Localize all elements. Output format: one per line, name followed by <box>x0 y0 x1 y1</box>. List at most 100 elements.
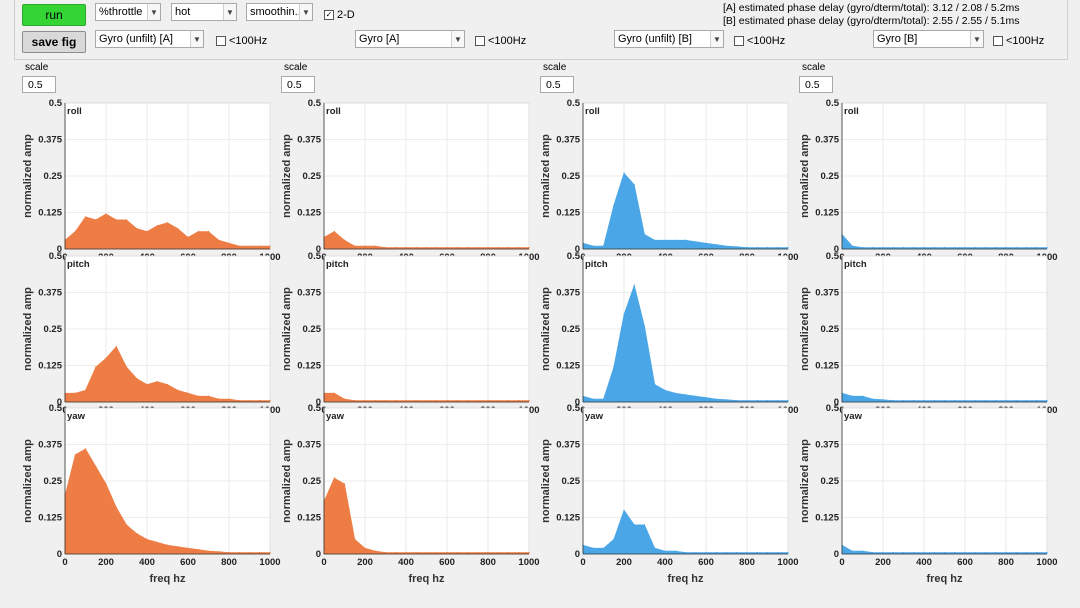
y-tick-label: 0.375 <box>297 440 321 451</box>
y-tick-label: 0 <box>316 397 321 408</box>
data-point <box>664 239 666 241</box>
data-point <box>333 477 335 479</box>
lt100-label-2: <100Hz <box>488 35 527 47</box>
source-select-2[interactable]: Gyro [A] ▼ <box>355 30 465 48</box>
x-tick-label: 400 <box>139 557 155 568</box>
throttle-select[interactable]: %throttle ▼ <box>95 3 161 21</box>
y-tick-label: 0.125 <box>297 208 321 219</box>
source-select-1[interactable]: Gyro (unfilt) [A] ▼ <box>95 30 204 48</box>
data-point <box>787 551 789 554</box>
data-point <box>354 245 356 247</box>
data-point <box>766 551 769 554</box>
data-point <box>602 547 605 549</box>
panel-axis-label: roll <box>326 106 341 117</box>
data-point <box>695 241 697 243</box>
data-point <box>872 246 874 249</box>
x-tick-label: 200 <box>875 557 891 568</box>
data-point <box>269 245 271 247</box>
run-button[interactable]: run <box>22 4 86 26</box>
data-point <box>115 506 117 508</box>
data-point <box>613 204 615 206</box>
y-tick-label: 0.25 <box>821 476 840 487</box>
y-tick-label: 0.125 <box>556 361 580 372</box>
data-point <box>1005 246 1007 249</box>
spectrum-area-roll-3 <box>582 172 789 250</box>
x-axis-label: freq hz <box>408 573 445 585</box>
scale-input-1[interactable]: 0.5 <box>22 76 56 93</box>
y-axis-label: normalized amp <box>281 134 293 218</box>
x-tick-label: 0 <box>62 557 67 568</box>
x-tick-label: 400 <box>916 557 932 568</box>
y-tick-label: 0.5 <box>308 403 322 414</box>
data-point <box>766 399 769 402</box>
data-point <box>974 246 976 249</box>
data-point <box>497 551 499 554</box>
data-point <box>643 524 646 526</box>
data-point <box>487 551 489 554</box>
chevron-down-icon: ▼ <box>190 31 203 47</box>
phase-delay-info: [A] estimated phase delay (gyro/dterm/to… <box>723 2 1019 27</box>
data-point <box>238 245 240 247</box>
data-point <box>872 398 874 400</box>
lt100-label-4: <100Hz <box>1006 35 1045 47</box>
data-point <box>736 551 738 554</box>
data-point <box>197 549 199 551</box>
data-point <box>964 551 966 554</box>
panel-axis-label: pitch <box>585 259 608 270</box>
data-point <box>125 524 128 526</box>
x-tick-label: 600 <box>180 557 196 568</box>
y-tick-label: 0 <box>316 549 321 560</box>
source-select-4[interactable]: Gyro [B] ▼ <box>873 30 984 48</box>
lt100-checkbox-2[interactable]: <100Hz <box>475 35 526 47</box>
data-point <box>507 551 510 554</box>
data-point <box>228 551 230 554</box>
x-axis-label: freq hz <box>667 573 704 585</box>
data-point <box>466 399 469 402</box>
data-point <box>1036 551 1038 554</box>
data-point <box>954 246 956 249</box>
x-axis-label: freq hz <box>926 573 963 585</box>
chevron-down-icon: ▼ <box>147 4 160 20</box>
y-tick-label: 0.5 <box>49 251 63 262</box>
data-point <box>933 399 935 402</box>
twod-checkbox[interactable]: ✓ 2-D <box>324 9 355 21</box>
y-tick-label: 0.25 <box>562 324 581 335</box>
data-point <box>446 246 448 249</box>
data-point <box>964 246 966 249</box>
lt100-checkbox-3[interactable]: <100Hz <box>734 35 785 47</box>
y-tick-label: 0.375 <box>815 135 839 146</box>
colormap-select[interactable]: hot ▼ <box>171 3 237 21</box>
data-point <box>882 551 884 554</box>
y-tick-label: 0.125 <box>815 208 839 219</box>
lt100-checkbox-4[interactable]: <100Hz <box>993 35 1044 47</box>
source-select-3[interactable]: Gyro (unfilt) [B] ▼ <box>614 30 724 48</box>
x-tick-label: 1000 <box>1036 557 1057 568</box>
data-point <box>787 246 789 249</box>
data-point <box>705 242 707 244</box>
save-fig-button[interactable]: save fig <box>22 31 86 53</box>
y-tick-label: 0.125 <box>815 513 839 524</box>
data-point <box>725 399 728 401</box>
data-point <box>1015 246 1017 249</box>
scale-input-3[interactable]: 0.5 <box>540 76 574 93</box>
panel-axis-label: yaw <box>585 411 604 422</box>
data-point <box>882 246 884 249</box>
data-point <box>269 399 271 402</box>
throttle-select-value: %throttle <box>99 6 143 18</box>
data-point <box>613 366 615 368</box>
data-point <box>674 239 676 241</box>
lt100-checkbox-1[interactable]: <100Hz <box>216 35 267 47</box>
data-point <box>374 550 376 552</box>
data-point <box>466 551 469 554</box>
scale-input-4[interactable]: 0.5 <box>799 76 833 93</box>
data-point <box>984 246 987 249</box>
data-point <box>725 245 728 247</box>
data-point <box>125 366 128 368</box>
data-point <box>248 245 251 247</box>
data-point <box>218 239 220 241</box>
y-tick-label: 0.5 <box>826 98 840 109</box>
source-select-1-value: Gyro (unfilt) [A] <box>99 33 173 45</box>
panel-axis-label: yaw <box>844 411 863 422</box>
smoothing-select[interactable]: smoothin... ▼ <box>246 3 313 21</box>
scale-input-2[interactable]: 0.5 <box>281 76 315 93</box>
